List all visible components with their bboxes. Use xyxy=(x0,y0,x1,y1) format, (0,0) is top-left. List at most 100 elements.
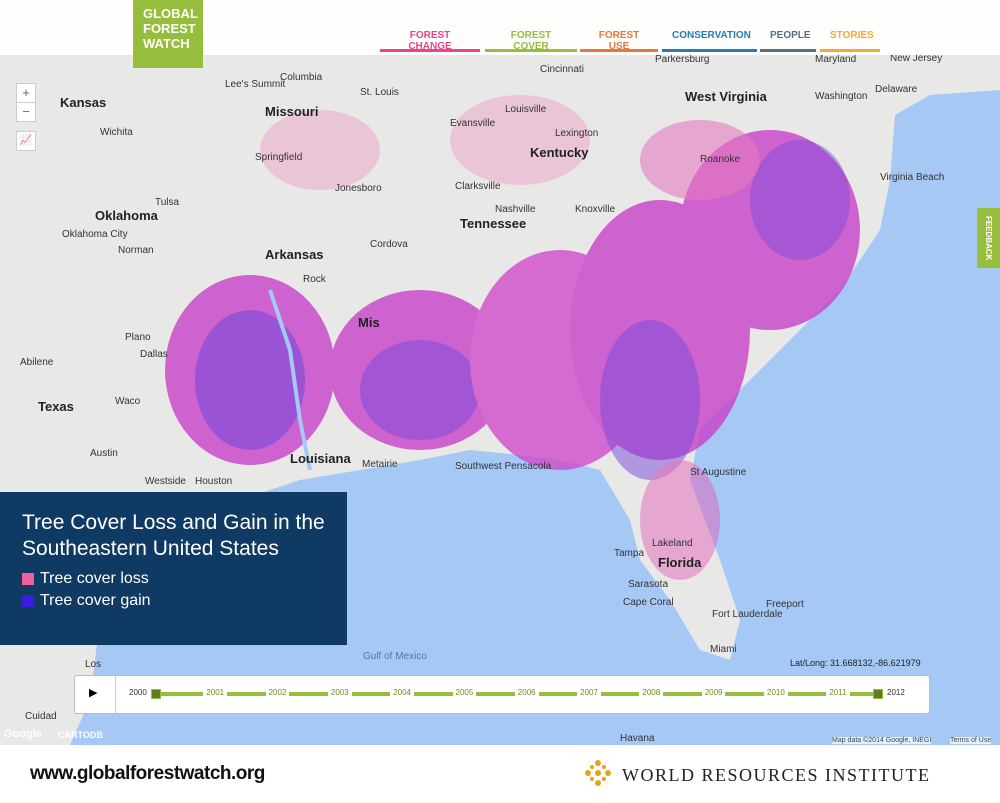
place-label: Westside xyxy=(145,476,186,487)
place-label: Clarksville xyxy=(455,181,501,192)
timeline-year[interactable]: 2003 xyxy=(327,688,352,697)
legend-swatch xyxy=(22,595,34,607)
place-label: Tampa xyxy=(614,548,644,559)
zoom-out[interactable]: − xyxy=(16,102,36,122)
timeline-year[interactable]: 2005 xyxy=(452,688,477,697)
place-label: Abilene xyxy=(20,357,54,368)
place-label: Mis xyxy=(358,315,380,330)
place-label: Wichita xyxy=(100,127,133,138)
place-label: Waco xyxy=(115,396,141,407)
place-label: Houston xyxy=(195,476,232,487)
timeline-year[interactable]: 2011 xyxy=(826,688,850,697)
place-label: Parkersburg xyxy=(655,54,709,65)
coordinates: Lat/Long: 31.668132,-86.621979 xyxy=(790,658,921,668)
place-label: Norman xyxy=(118,245,154,256)
timeline-year[interactable]: 2007 xyxy=(577,688,601,697)
place-label: Florida xyxy=(658,555,702,570)
logo-line: FOREST xyxy=(143,21,196,36)
timeline-year[interactable]: 2006 xyxy=(514,688,539,697)
handle-end[interactable] xyxy=(873,689,883,699)
place-label: Austin xyxy=(90,448,118,459)
place-label: Lexington xyxy=(555,128,598,139)
place-label: Dallas xyxy=(140,349,168,360)
timeline-year[interactable]: 2008 xyxy=(639,688,664,697)
place-label: Gulf of Mexico xyxy=(363,651,427,662)
place-label: Sarasota xyxy=(628,579,668,590)
feedback-tab[interactable]: FEEDBACK xyxy=(977,208,1000,268)
place-label: Louisiana xyxy=(290,451,351,466)
forest-layer xyxy=(165,95,860,580)
place-label: Evansville xyxy=(450,118,495,129)
analysis-button[interactable]: 📈 xyxy=(16,131,36,151)
nav-item[interactable]: FOREST USE xyxy=(580,30,658,52)
river xyxy=(268,289,312,471)
place-label: Cincinnati xyxy=(540,64,584,75)
place-label: Tennessee xyxy=(460,216,526,231)
nav-item[interactable]: FOREST CHANGE xyxy=(380,30,480,52)
legend-item: Tree cover loss xyxy=(22,570,347,588)
cartodb-logo: CARTODB xyxy=(58,730,103,740)
place-label: Freeport xyxy=(766,599,804,610)
nav-item[interactable]: CONSERVATION xyxy=(662,30,757,52)
legend-title: Tree Cover Loss and Gain in the Southeas… xyxy=(22,511,325,560)
place-label: Lee's Summit xyxy=(225,79,285,90)
nav-item[interactable]: STORIES xyxy=(820,30,880,52)
timeline: ▶ 2000 2001 2002 2003 2004 2005 2006 2007 2008 20… xyxy=(74,675,930,714)
place-label: Washington xyxy=(815,91,867,102)
map-data: Map data ©2014 Google, INEGI xyxy=(832,737,932,744)
place-label: Fort Lauderdale xyxy=(712,609,783,620)
zoom-in[interactable]: + xyxy=(16,83,36,103)
legend-swatch xyxy=(22,573,34,585)
logo-line: WATCH xyxy=(143,36,190,51)
footer-org: WORLD RESOURCES INSTITUTE xyxy=(622,765,931,785)
place-label: Los xyxy=(85,659,101,670)
place-label: West Virginia xyxy=(685,89,768,104)
place-label: Plano xyxy=(125,332,151,343)
place-label: New Jersey xyxy=(890,53,942,64)
nav-item[interactable]: FOREST COVER xyxy=(485,30,577,52)
place-label: Delaware xyxy=(875,84,918,95)
place-label: Oklahoma xyxy=(95,208,159,223)
footer-url[interactable]: www.globalforestwatch.org xyxy=(30,763,265,784)
place-label: Miami xyxy=(710,644,737,655)
place-label: Southwest Pensacola xyxy=(455,461,552,472)
place-label: Cuidad xyxy=(25,711,57,722)
terms[interactable]: Terms of Use xyxy=(950,737,992,744)
place-label: Rock xyxy=(303,274,327,285)
legend-items: Tree cover loss Tree cover gain xyxy=(22,570,347,610)
place-labels: Kansas Wichita Missouri Columbia St. Louis Sp… xyxy=(20,53,944,744)
nav-item[interactable]: PEOPLE xyxy=(760,30,816,52)
timeline-year[interactable]: 2002 xyxy=(265,688,290,697)
timeline-year[interactable]: 2000 xyxy=(129,688,147,697)
legend-label: Tree cover loss xyxy=(40,570,149,587)
place-label: St Augustine xyxy=(690,467,747,478)
place-label: Tulsa xyxy=(155,197,180,208)
handle-start[interactable] xyxy=(151,689,161,699)
place-label: Metairie xyxy=(362,459,398,470)
timeline-year[interactable]: 2012 xyxy=(887,688,905,697)
legend-item: Tree cover gain xyxy=(22,592,347,610)
logo[interactable]: GLOBAL FOREST WATCH xyxy=(133,0,203,68)
google-logo: Google xyxy=(4,728,42,740)
place-label: Louisville xyxy=(505,104,547,115)
place-label: Knoxville xyxy=(575,204,615,215)
footer: www.globalforestwatch.org WORLD RESOURCE… xyxy=(0,745,1000,803)
timeline-year[interactable]: 2001 xyxy=(203,688,228,697)
place-label: Nashville xyxy=(495,204,536,215)
place-label: Texas xyxy=(38,399,74,414)
place-label: Kentucky xyxy=(530,145,589,160)
place-label: Missouri xyxy=(265,104,318,119)
place-label: Havana xyxy=(620,733,655,744)
place-label: Jonesboro xyxy=(335,183,382,194)
legend: Tree Cover Loss and Gain in the Southeas… xyxy=(0,492,347,645)
place-label: Virginia Beach xyxy=(880,172,944,183)
map: Kansas Wichita Missouri Columbia St. Louis Sp… xyxy=(0,0,1000,745)
place-label: Lakeland xyxy=(652,538,693,549)
place-label: St. Louis xyxy=(360,87,399,98)
play-button[interactable]: ▶ xyxy=(89,687,98,699)
timeline-year[interactable]: 2010 xyxy=(764,688,788,697)
timeline-year[interactable]: 2009 xyxy=(701,688,726,697)
divider xyxy=(115,676,116,713)
timeline-year[interactable]: 2004 xyxy=(390,688,414,697)
